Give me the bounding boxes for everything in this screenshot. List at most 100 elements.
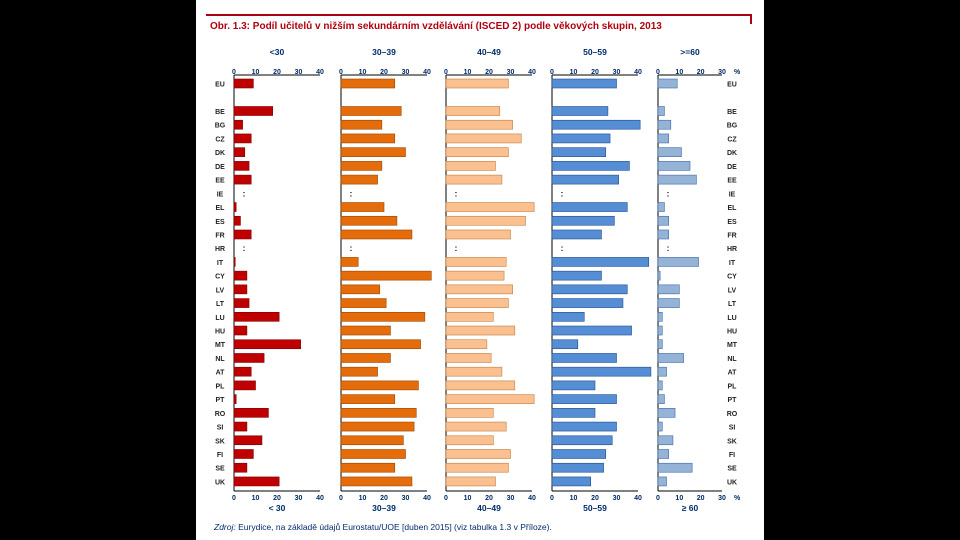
country-label-left-nl: NL [215,356,225,363]
panel-1-tick-top-40: 40 [316,69,324,76]
panel-5-bar-ro [657,408,676,418]
panel-2-bar-ro [340,408,417,418]
panel-1-bar-cz [233,133,252,144]
country-label-left-eu: EU [215,82,225,89]
panel-4-tick-top-20: 20 [591,69,599,76]
panel-4-bar-lv [551,284,628,295]
panel-2-bar-sk [340,435,404,446]
panel-5-bar-se [657,462,693,473]
panel-5-header-bottom: ≥ 60 [682,503,699,513]
panel-1-bar-lt [233,298,250,308]
panel-4-bar-eu [551,78,617,89]
panel-5-bar-lu [657,311,663,322]
panel-5-bar-sk [657,435,674,446]
panel-2-tick-bottom-0: 0 [339,495,343,502]
country-label-right-at: AT [728,370,738,377]
title-rule-tick [750,14,752,24]
panel-4-bar-cz [551,133,611,144]
panel-4-bar-cy [551,270,602,281]
panel-4-bar-si [551,421,617,432]
panel-5-bar-cy [657,270,661,281]
panel-4-bar-uk [551,476,592,487]
panel-4-header-top: 50–59 [583,47,607,57]
panel-5-tick-bottom-30: 30 [718,495,726,502]
panel-1-tick-bottom-20: 20 [273,495,281,502]
panel-5-bar-fr [657,229,669,240]
panel-4-bar-hu [551,325,632,336]
panel-3-bar-mt [445,339,488,350]
panel-1-bar-fr [233,229,252,240]
panel-3-header-top: 40–49 [477,47,501,57]
unit-label-bottom: % [734,495,741,502]
panel-3-bar-eu [445,78,509,89]
country-label-left-be: BE [215,109,225,116]
panel-1-bar-pl [233,380,256,391]
panel-1-tick-top-10: 10 [252,69,260,76]
panel-1-bar-fi [233,449,254,459]
panel-1-bar-cy [233,270,248,281]
panel-4-tick-bottom-0: 0 [550,495,554,502]
panel-5-bar-be [657,106,665,116]
chart-title: Obr. 1.3: Podíl učitelů v nižším sekundá… [210,21,662,32]
panel-3-missing-hr: : [455,244,458,253]
panel-4-bar-sk [551,435,613,446]
country-label-right-ro: RO [727,411,738,418]
panel-3-bar-it [445,257,507,267]
country-label-right-si: SI [729,425,736,432]
panel-2-bar-fr [340,229,413,240]
panel-5-tick-top-0: 0 [656,69,660,76]
panel-5-bar-bg [657,119,672,130]
country-label-right-lt: LT [728,301,737,308]
panel-5-bar-at [657,366,667,377]
country-label-right-es: ES [727,219,737,226]
country-label-left-es: ES [215,219,225,226]
country-label-right-nl: NL [727,356,737,363]
country-label-right-hr: HR [727,246,737,253]
panel-1-bar-si [233,421,248,432]
country-label-right-pt: PT [728,397,738,404]
panel-2-bar-pl [340,380,419,391]
panel-4-bar-fr [551,229,602,240]
panel-4-bar-fi [551,449,607,459]
panel-5-bar-pt [657,394,665,404]
panel-1-bar-ro [233,408,269,418]
panel-4-bar-it [551,257,650,267]
panel-1-bar-mt [233,339,301,350]
country-label-right-cz: CZ [727,136,737,143]
panel-3-bar-ro [445,408,494,418]
panel-4-tick-top-10: 10 [570,69,578,76]
country-label-left-de: DE [215,164,225,171]
panel-4-bar-nl [551,353,617,363]
panel-3-tick-bottom-0: 0 [444,495,448,502]
country-label-left-lu: LU [215,315,224,322]
country-label-left-at: AT [216,370,226,377]
panel-5-bar-it [657,257,699,267]
panel-1-tick-top-20: 20 [273,69,281,76]
panel-3-tick-bottom-30: 30 [507,495,515,502]
panel-5-header-top: >=60 [680,47,700,57]
panel-5-bar-eu [657,78,678,89]
country-label-right-hu: HU [727,329,737,336]
panel-2-bar-at [340,366,378,377]
country-label-right-el: EL [728,205,738,212]
panel-4-bar-at [551,366,652,377]
panel-2-tick-bottom-40: 40 [423,495,431,502]
panel-3-bar-lt [445,298,509,308]
panel-3-bar-ee [445,174,503,185]
panel-2-header-bottom: 30–39 [372,503,396,513]
panel-3-bar-cy [445,270,505,281]
panel-4-bar-be [551,106,609,116]
country-label-left-lv: LV [216,287,225,294]
panel-2-bar-fi [340,449,406,459]
source-prefix: Zdroj: [214,522,236,532]
chart-area: EU EU BE BE BG BG CZ CZ DK DK DE DE EE EE IE IE EL EL ES ES… [215,47,741,513]
panel-5-missing-hr: : [667,244,670,253]
source-text: Eurydice, na základě údajů Eurostatu/UOE… [238,522,552,532]
panel-1-bar-lv [233,284,248,295]
panel-4-bar-el [551,202,628,212]
panel-3-tick-top-20: 20 [485,69,493,76]
source-note: Zdroj: Eurydice, na základě údajů Eurost… [214,522,552,532]
panel-3-tick-bottom-40: 40 [528,495,536,502]
country-label-right-ie: IE [729,191,736,198]
panel-1-tick-top-30: 30 [295,69,303,76]
